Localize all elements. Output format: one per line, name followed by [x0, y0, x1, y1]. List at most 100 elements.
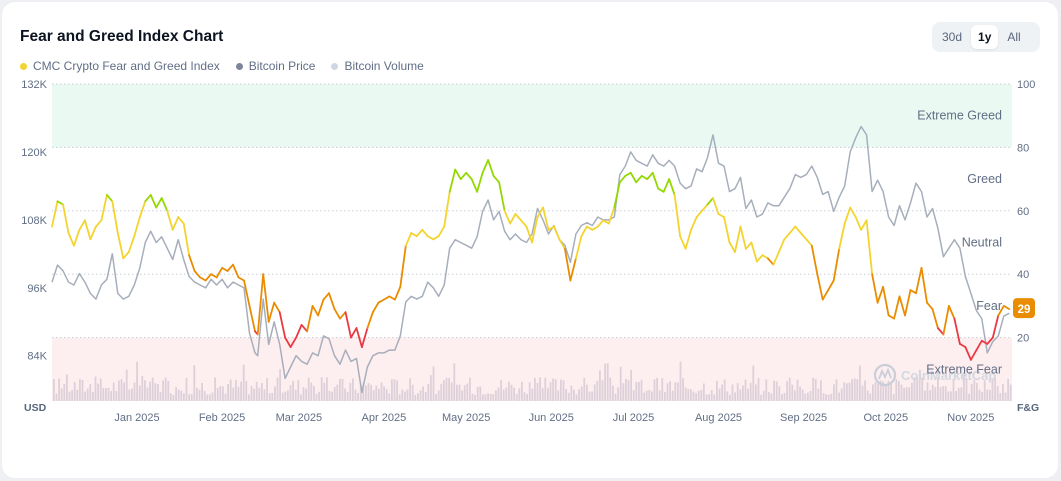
volume-bar	[939, 387, 942, 401]
volume-bar	[796, 379, 799, 401]
fear-greed-segment	[629, 171, 638, 184]
volume-bar	[807, 392, 809, 401]
fear-greed-segment	[640, 174, 649, 181]
fear-greed-segment	[991, 314, 1000, 339]
volume-bar	[679, 361, 682, 401]
volume-bar	[744, 379, 747, 401]
fear-greed-segment	[371, 301, 380, 314]
volume-bar	[300, 394, 302, 401]
volume-bar	[469, 377, 471, 401]
fear-greed-segment	[849, 206, 857, 219]
volume-bar	[760, 394, 762, 401]
x-axis-tick: May 2025	[442, 412, 490, 424]
volume-bar	[742, 385, 744, 401]
volume-bar	[957, 387, 960, 401]
fear-greed-segment	[531, 216, 539, 244]
fear-greed-segment	[783, 232, 791, 241]
volume-bar	[687, 389, 690, 401]
fear-greed-segment	[832, 247, 841, 282]
volume-bar	[703, 383, 705, 401]
fear-greed-segment	[426, 235, 435, 241]
volume-bar	[934, 387, 937, 401]
right-axis-tick: 80	[1017, 142, 1029, 154]
volume-bar	[718, 388, 721, 401]
volume-bar	[281, 392, 284, 401]
volume-bar	[853, 378, 856, 401]
volume-bar	[799, 386, 801, 401]
volume-bar	[983, 380, 986, 401]
fear-greed-segment	[333, 308, 341, 320]
volume-bar	[976, 382, 978, 401]
volume-bar	[406, 389, 409, 401]
volume-bar	[518, 388, 521, 401]
volume-bar	[84, 391, 86, 401]
volume-bar	[898, 381, 900, 401]
volume-bar	[991, 379, 994, 401]
volume-bar	[752, 365, 755, 401]
fear-greed-segment	[712, 197, 720, 215]
fear-greed-segment	[613, 181, 621, 209]
volume-bar	[536, 382, 539, 401]
fear-greed-segment	[915, 266, 923, 295]
fear-greed-segment	[788, 225, 797, 234]
volume-bar	[664, 392, 666, 401]
volume-bar	[245, 381, 248, 401]
fear-greed-segment	[421, 228, 429, 238]
volume-bar	[999, 393, 1002, 401]
fear-greed-segment	[448, 168, 457, 193]
volume-bar	[274, 386, 276, 401]
volume-bar	[588, 391, 591, 401]
fear-greed-segment	[778, 238, 786, 253]
volume-bar	[235, 380, 237, 401]
fear-greed-segment	[525, 225, 533, 244]
fear-greed-segment	[492, 174, 501, 184]
volume-bar	[913, 377, 916, 401]
volume-bar	[874, 382, 877, 401]
fear-greed-segment	[155, 197, 163, 209]
fear-greed-segment	[256, 273, 265, 336]
fear-greed-segment	[344, 311, 352, 339]
fear-greed-segment	[84, 219, 92, 241]
volume-bar	[565, 389, 567, 401]
watermark: CoinMarketCap	[873, 363, 996, 387]
volume-bar	[487, 393, 489, 401]
volume-bar	[89, 384, 92, 401]
legend-item-fear-greed[interactable]: CMC Crypto Fear and Greed Index	[20, 59, 220, 73]
fear-greed-segment	[339, 311, 347, 320]
volume-bar	[409, 378, 411, 401]
fear-greed-segment	[646, 171, 654, 181]
coinmarketcap-logo-icon	[873, 363, 897, 387]
volume-bar	[713, 394, 716, 401]
volume-bar	[440, 383, 443, 401]
range-button-30d[interactable]: 30d	[942, 30, 963, 44]
fear-greed-segment	[745, 241, 753, 250]
fear-greed-segment	[393, 285, 402, 301]
volume-bar	[908, 387, 911, 401]
fear-greed-segment	[67, 232, 75, 247]
range-button-1y[interactable]: 1y	[971, 25, 999, 49]
volume-bar	[427, 384, 430, 401]
volume-bar	[900, 384, 903, 401]
volume-bar	[320, 377, 323, 401]
volume-bar	[947, 391, 950, 401]
volume-bar	[115, 391, 118, 401]
volume-bar	[960, 387, 963, 401]
volume-bar	[708, 394, 710, 401]
legend-item-bitcoin-price[interactable]: Bitcoin Price	[235, 59, 315, 73]
volume-bar	[903, 387, 905, 401]
range-button-all[interactable]: All	[1007, 30, 1021, 44]
volume-bar	[583, 377, 586, 401]
legend-item-bitcoin-volume[interactable]: Bitcoin Volume	[331, 59, 424, 73]
volume-bar	[404, 391, 406, 401]
volume-bar	[445, 377, 448, 401]
volume-bar	[677, 382, 679, 401]
fear-greed-segment	[876, 285, 884, 304]
fear-greed-segment	[860, 219, 868, 231]
volume-bar	[424, 392, 427, 401]
volume-bar	[448, 378, 450, 401]
legend-dot-bitcoin-volume	[331, 62, 339, 70]
volume-bar	[318, 391, 320, 401]
volume-bar	[326, 377, 328, 401]
volume-bar	[188, 394, 190, 401]
